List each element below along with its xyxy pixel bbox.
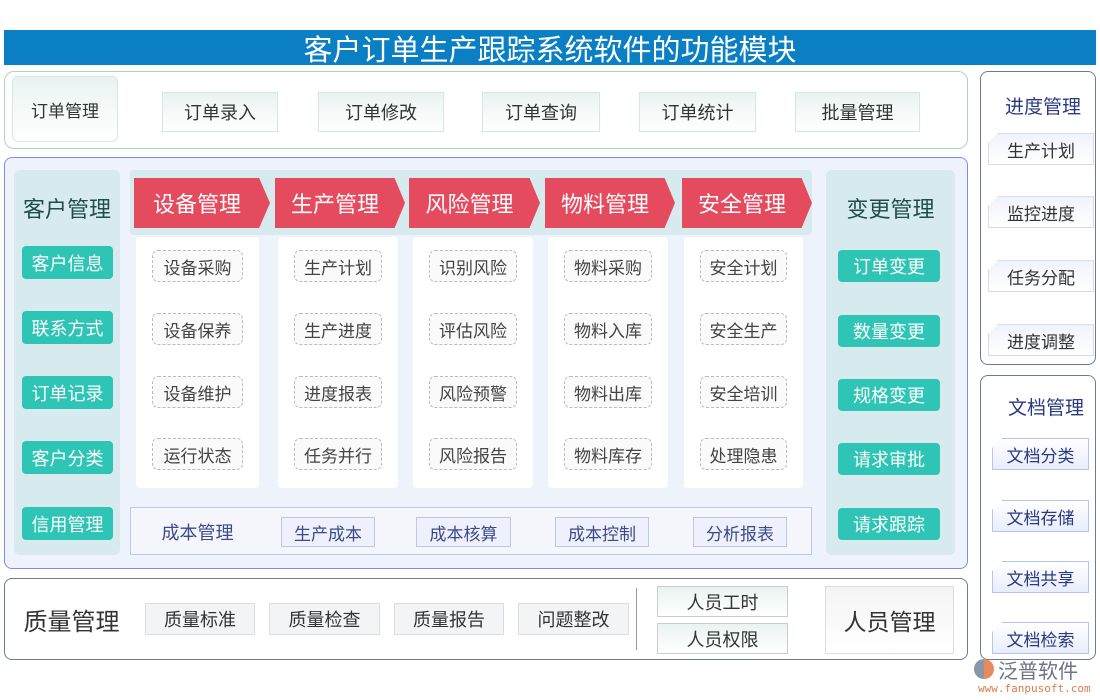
customer-category-button[interactable]: 客户分类 <box>22 441 113 474</box>
order-stats-button[interactable]: 订单统计 <box>639 92 756 132</box>
module-header-1[interactable]: 生产管理 <box>275 178 405 228</box>
divider <box>636 588 637 650</box>
module-item[interactable]: 处理隐患 <box>700 438 787 470</box>
module-item[interactable]: 生产进度 <box>294 313 382 345</box>
order-record-button[interactable]: 订单记录 <box>22 376 113 409</box>
contact-button[interactable]: 联系方式 <box>22 311 113 344</box>
order-modify-button[interactable]: 订单修改 <box>318 92 444 132</box>
module-item[interactable]: 风险报告 <box>429 438 517 470</box>
monitor-progress-item[interactable]: 监控进度 <box>988 196 1094 228</box>
quality-standard-button[interactable]: 质量标准 <box>145 603 255 635</box>
quality-panel <box>4 578 968 660</box>
quality-title: 质量管理 <box>23 607 120 636</box>
spec-change-button[interactable]: 规格变更 <box>838 379 940 411</box>
docs-panel <box>980 375 1096 660</box>
order-change-button[interactable]: 订单变更 <box>838 250 940 282</box>
change-column <box>826 170 955 555</box>
production-cost-button[interactable]: 生产成本 <box>281 517 375 547</box>
module-item[interactable]: 设备保养 <box>152 313 243 345</box>
cost-accounting-button[interactable]: 成本核算 <box>416 517 511 547</box>
logo-url: www.fanpusoft.com <box>978 682 1091 695</box>
quantity-change-button[interactable]: 数量变更 <box>838 315 940 347</box>
change-title: 变更管理 <box>846 198 935 223</box>
staff-hours-button[interactable]: 人员工时 <box>657 586 788 617</box>
cost-control-button[interactable]: 成本控制 <box>555 517 649 547</box>
module-item[interactable]: 安全培训 <box>700 376 787 408</box>
customer-column <box>14 170 120 555</box>
progress-title: 进度管理 <box>1004 95 1081 118</box>
request-tracking-button[interactable]: 请求跟踪 <box>838 508 940 540</box>
cost-title: 成本管理 <box>161 523 234 544</box>
module-item[interactable]: 生产计划 <box>294 250 382 282</box>
module-header-4[interactable]: 安全管理 <box>682 178 812 228</box>
task-assign-item[interactable]: 任务分配 <box>988 260 1094 292</box>
quality-check-button[interactable]: 质量检查 <box>269 603 380 635</box>
logo-icon <box>974 659 994 679</box>
doc-category-item[interactable]: 文档分类 <box>992 438 1089 470</box>
request-approval-button[interactable]: 请求审批 <box>838 443 940 475</box>
quality-report-button[interactable]: 质量报告 <box>394 603 504 635</box>
doc-storage-item[interactable]: 文档存储 <box>992 500 1089 532</box>
order-management-label: 订单管理 <box>12 76 118 142</box>
doc-share-item[interactable]: 文档共享 <box>992 561 1089 593</box>
module-item[interactable]: 设备采购 <box>152 250 243 282</box>
module-item[interactable]: 物料入库 <box>564 313 652 345</box>
module-item[interactable]: 任务并行 <box>294 438 382 470</box>
module-item[interactable]: 评估风险 <box>429 313 517 345</box>
logo-name: 泛普软件 <box>998 659 1078 683</box>
staff-management-box: 人员管理 <box>825 586 954 654</box>
docs-title: 文档管理 <box>1007 396 1084 419</box>
issue-fix-button[interactable]: 问题整改 <box>518 603 629 635</box>
customer-info-button[interactable]: 客户信息 <box>22 246 113 279</box>
doc-search-item[interactable]: 文档检索 <box>992 622 1089 654</box>
module-item[interactable]: 安全生产 <box>700 313 787 345</box>
module-item[interactable]: 进度报表 <box>294 376 382 408</box>
module-header-0[interactable]: 设备管理 <box>134 178 270 228</box>
module-item[interactable]: 物料出库 <box>564 376 652 408</box>
progress-adjust-item[interactable]: 进度调整 <box>988 324 1094 356</box>
module-header-3[interactable]: 物料管理 <box>545 178 675 228</box>
order-panel <box>4 71 968 149</box>
module-item[interactable]: 物料采购 <box>564 250 652 282</box>
order-entry-button[interactable]: 订单录入 <box>162 92 278 132</box>
module-item[interactable]: 物料库存 <box>564 438 652 470</box>
module-header-2[interactable]: 风险管理 <box>409 178 540 228</box>
module-item[interactable]: 设备维护 <box>152 376 243 408</box>
page-title: 客户订单生产跟踪系统软件的功能模块 <box>4 30 1096 67</box>
staff-permission-button[interactable]: 人员权限 <box>657 623 788 654</box>
batch-management-button[interactable]: 批量管理 <box>795 92 920 132</box>
fanpusoft-logo: 泛普软件 www.fanpusoft.com <box>972 655 1100 700</box>
progress-panel <box>980 71 1096 365</box>
module-item[interactable]: 安全计划 <box>700 250 787 282</box>
credit-management-button[interactable]: 信用管理 <box>22 507 113 540</box>
order-query-button[interactable]: 订单查询 <box>482 92 600 132</box>
customer-title: 客户管理 <box>22 198 111 223</box>
module-item[interactable]: 风险预警 <box>429 376 517 408</box>
analysis-report-button[interactable]: 分析报表 <box>693 517 787 547</box>
module-item[interactable]: 运行状态 <box>152 438 243 470</box>
production-plan-item[interactable]: 生产计划 <box>988 133 1094 165</box>
module-item[interactable]: 识别风险 <box>429 250 517 282</box>
